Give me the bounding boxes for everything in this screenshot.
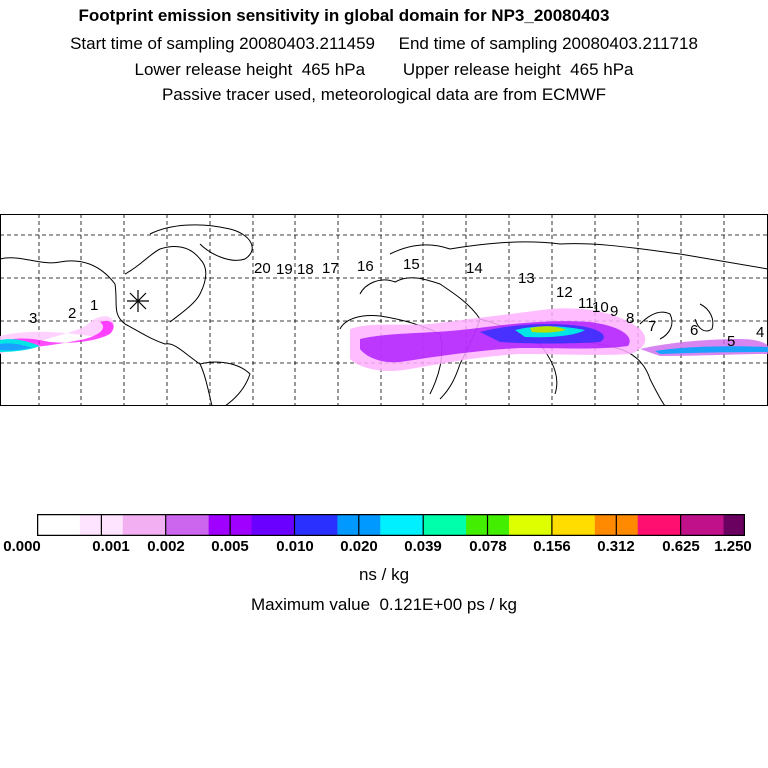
track-label-20: 20 [254,260,271,277]
plume-west-pacific [640,339,768,356]
colorbar-cell [251,514,274,536]
track-label-4: 4 [756,324,764,341]
track-label-16: 16 [357,258,374,275]
colorbar-cell [573,514,596,536]
track-label-2: 2 [68,305,76,322]
trajectory-labels: 1 2 3 4 5 6 7 8 9 10 11 12 13 14 15 16 1… [29,256,764,350]
colorbar-tick-7: 0.078 [469,538,507,555]
track-label-11: 11 [578,295,594,312]
colorbar-cell [79,514,102,536]
colorbar-tick-5: 0.020 [340,538,378,555]
graticule [0,214,768,406]
track-label-19: 19 [276,261,293,278]
colorbar-cell [723,514,745,536]
colorbar [37,514,745,536]
colorbar-cell [680,514,703,536]
track-label-7: 7 [648,318,656,335]
track-label-8: 8 [626,310,634,327]
colorbar-cell [208,514,231,536]
colorbar-cell [187,514,210,536]
colorbar-cell [637,514,660,536]
colorbar-cell [659,514,682,536]
colorbar-cell [101,514,124,536]
colorbar-tick-3: 0.005 [211,538,249,555]
colorbar-cell [273,514,295,536]
colorbar-cell [616,514,639,536]
colorbar-cell [487,514,510,536]
colorbar-cell [423,514,446,536]
colorbar-cell [401,514,424,536]
track-label-12: 12 [556,284,573,301]
track-label-10: 10 [592,299,609,316]
track-label-17: 17 [322,260,339,277]
colorbar-tick-8: 0.156 [533,538,571,555]
colorbar-tick-4: 0.010 [276,538,314,555]
colorbar-cell [230,514,253,536]
colorbar-cell [122,514,145,536]
colorbar-cell [380,514,403,536]
colorbar-tick-10: 0.625 [662,538,700,555]
colorbar-unit: ns / kg [358,565,410,584]
colorbar-cell [509,514,531,536]
release-heights: Lower release height 465 hPa Upper relea… [134,60,634,79]
colorbar-cell [315,514,338,536]
track-label-3: 3 [29,310,37,327]
track-label-15: 15 [403,256,420,273]
maximum-value: Maximum value 0.121E+00 ps / kg [251,595,517,614]
colorbar-cell [702,514,725,536]
colorbar-cell [294,514,317,536]
track-label-5: 5 [727,333,735,350]
colorbar-tick-0: 0.000 [3,538,41,555]
colorbar-tick-11: 1.250 [714,538,752,555]
colorbar-cell [594,514,617,536]
colorbar-cell [337,514,360,536]
colorbar-cell [444,514,467,536]
colorbar-tick-9: 0.312 [597,538,635,555]
colorbar-cell [358,514,381,536]
colorbar-cell [165,514,188,536]
colorbar-cells [37,514,745,536]
colorbar-cell [144,514,167,536]
plume-pacific-east [0,316,114,354]
map-title: Footprint emission sensitivity in global… [78,6,610,25]
colorbar-dividers [100,514,682,536]
colorbar-cell [37,514,59,536]
sampling-times: Start time of sampling 20080403.211459 E… [70,34,698,53]
colorbar-cell [466,514,489,536]
plume-africa-asia [350,308,646,371]
track-label-9: 9 [610,303,618,320]
track-label-1: 1 [90,297,98,314]
colorbar-tick-6: 0.039 [404,538,442,555]
tracer-info: Passive tracer used, meteorological data… [161,85,607,104]
colorbar-cell [58,514,81,536]
track-label-14: 14 [466,260,483,277]
colorbar-cell [530,514,553,536]
release-site-asterisk [127,290,149,312]
colorbar-tick-1: 0.001 [92,538,130,555]
track-label-6: 6 [690,322,698,339]
colorbar-tick-2: 0.002 [147,538,185,555]
track-label-18: 18 [297,261,314,278]
colorbar-cell [551,514,574,536]
footprint-map: 1 2 3 4 5 6 7 8 9 10 11 12 13 14 15 16 1… [0,214,768,406]
track-label-13: 13 [518,270,535,287]
